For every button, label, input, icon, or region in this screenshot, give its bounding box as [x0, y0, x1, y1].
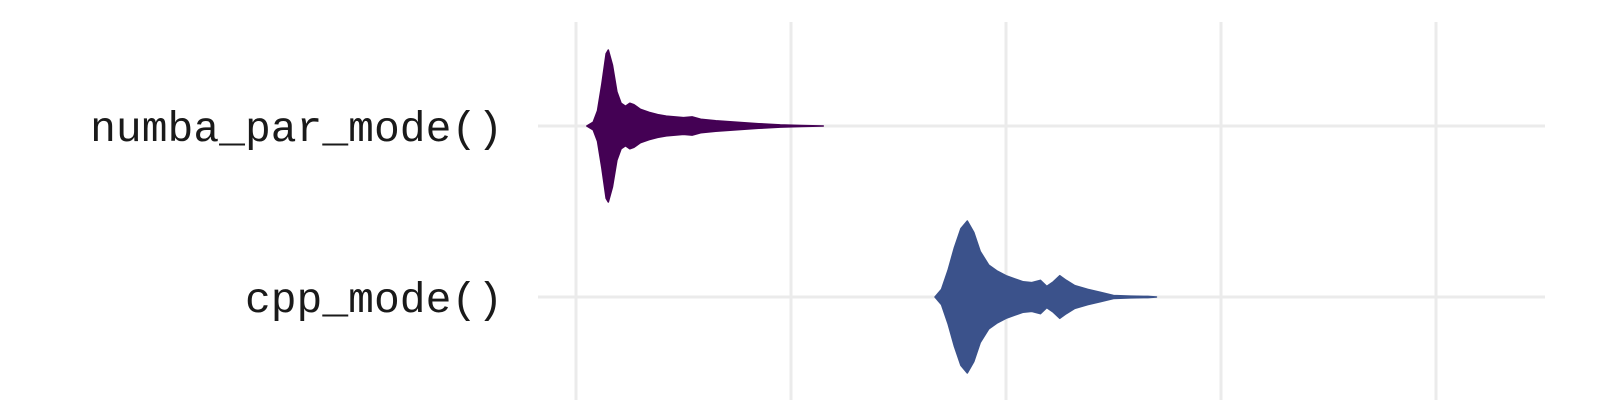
category-label-0: numba_par_mode()	[90, 105, 503, 154]
category-label-1: cpp_mode()	[245, 276, 503, 325]
vertical-gridlines	[574, 22, 1438, 400]
violin-series	[586, 49, 1158, 374]
violin-0	[586, 49, 825, 203]
horizontal-gridlines	[538, 124, 1545, 299]
violin-1	[934, 220, 1158, 374]
category-labels: numba_par_mode() cpp_mode()	[90, 105, 503, 325]
